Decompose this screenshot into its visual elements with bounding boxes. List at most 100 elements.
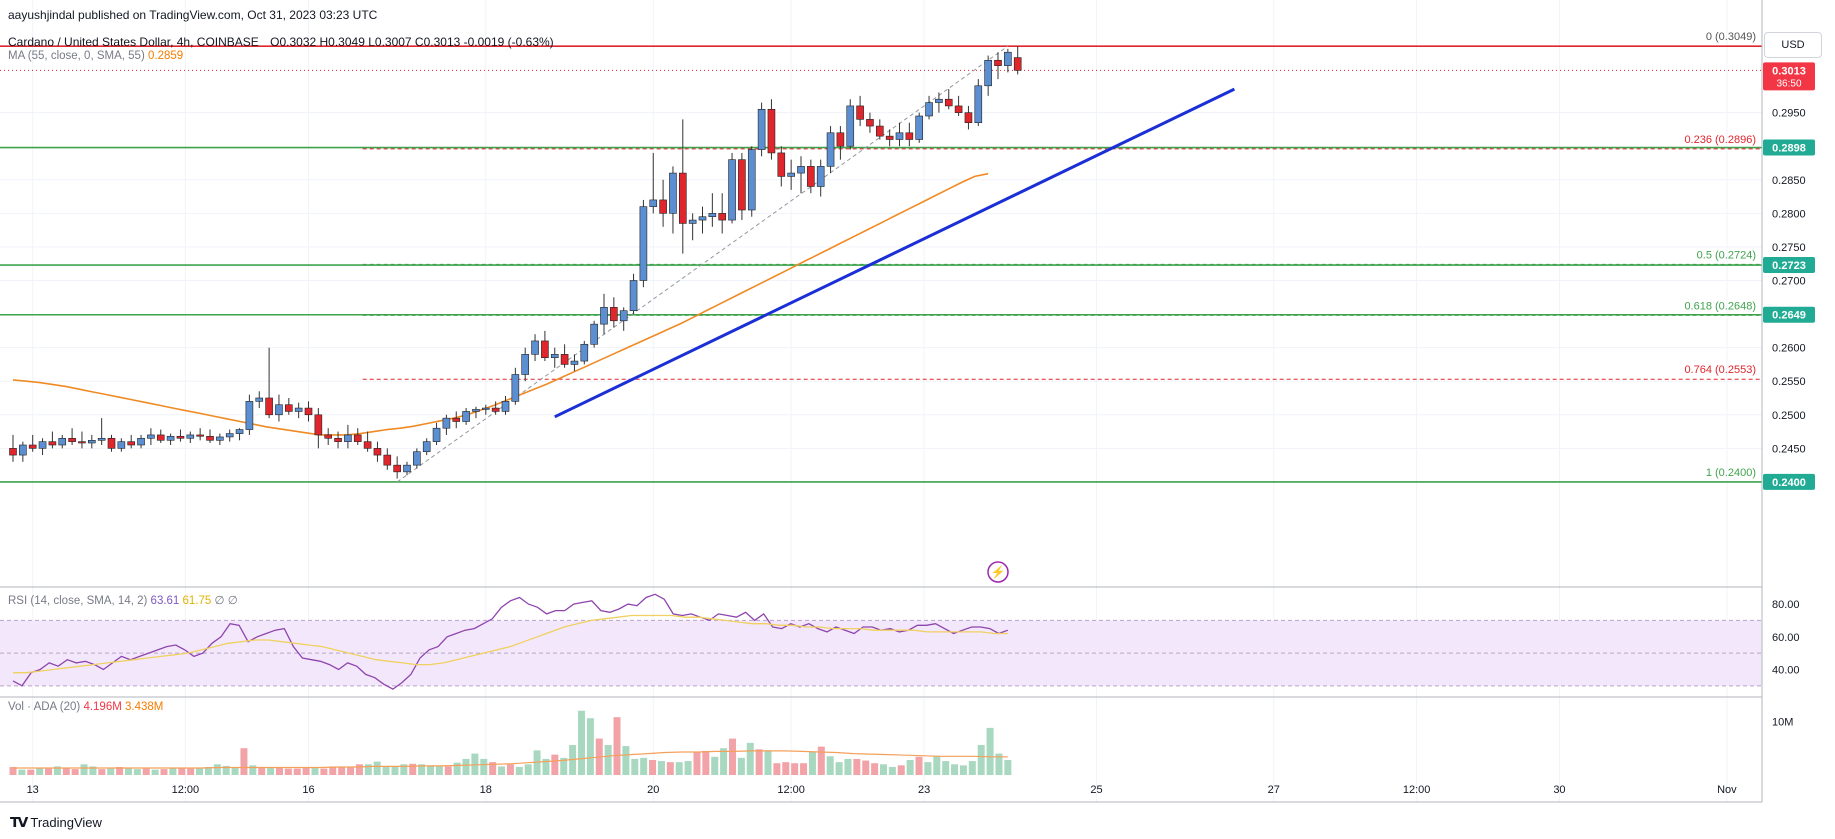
price-tick-label: 0.2800 bbox=[1772, 208, 1806, 220]
candle-body bbox=[747, 149, 756, 211]
candle-body bbox=[629, 280, 638, 312]
volume-bar bbox=[666, 762, 674, 775]
candle-body bbox=[964, 112, 973, 124]
volume-ma-line bbox=[13, 750, 1008, 769]
volume-bar bbox=[853, 758, 861, 775]
time-tick-label: 18 bbox=[480, 784, 492, 796]
volume-bar bbox=[1004, 760, 1012, 775]
volume-bar bbox=[36, 768, 44, 775]
volume-bar bbox=[986, 727, 994, 775]
volume-bar bbox=[728, 738, 736, 775]
volume-label: Vol · ADA (20) bbox=[8, 701, 81, 713]
candle-body bbox=[728, 159, 736, 221]
fib-level-label: 0.764 (0.2553) bbox=[1684, 364, 1756, 376]
candle-body bbox=[491, 407, 500, 412]
volume-bar bbox=[613, 717, 621, 775]
symbol-title[interactable]: Cardano / United States Dollar, 4h, COIN… bbox=[8, 35, 259, 49]
ma-legend[interactable]: MA (55, close, 0, SMA, 55) 0.2859 bbox=[8, 50, 183, 62]
fib-level-label: 0.5 (0.2724) bbox=[1697, 249, 1756, 261]
volume-bar bbox=[942, 761, 950, 775]
tradingview-logo[interactable]: 𝗧𝗩 TradingView bbox=[10, 814, 102, 831]
candle-body bbox=[698, 216, 707, 221]
rsi-ma-line bbox=[13, 614, 1008, 674]
candle-body bbox=[235, 429, 244, 434]
volume-bar bbox=[169, 768, 177, 775]
volume-bar bbox=[444, 766, 452, 775]
volume-bar bbox=[773, 763, 781, 775]
symbol-info: Cardano / United States Dollar, 4h, COIN… bbox=[8, 35, 554, 49]
candle-body bbox=[472, 409, 480, 412]
candle-body bbox=[875, 125, 884, 137]
candle-body bbox=[885, 135, 894, 140]
candle-body bbox=[334, 437, 342, 442]
candle-body bbox=[688, 219, 697, 224]
volume-bar bbox=[489, 762, 497, 775]
candle-body bbox=[403, 464, 411, 473]
volume-bar bbox=[577, 710, 585, 775]
candle-body bbox=[275, 404, 283, 416]
volume-bar bbox=[498, 766, 506, 775]
time-tick-label: 13 bbox=[27, 784, 39, 796]
candle-body bbox=[147, 434, 155, 439]
volume-bar bbox=[116, 766, 124, 775]
candle-body bbox=[718, 213, 727, 221]
price-badge bbox=[1763, 139, 1815, 156]
volume-bar bbox=[302, 767, 310, 775]
candle-body bbox=[708, 213, 717, 218]
candle-body bbox=[196, 434, 204, 437]
time-tick-label: 12:00 bbox=[1403, 784, 1431, 796]
candle-body bbox=[501, 401, 510, 412]
candle-body bbox=[570, 360, 579, 365]
volume-bar bbox=[506, 764, 514, 775]
candle-body bbox=[156, 434, 165, 441]
volume-legend[interactable]: Vol · ADA (20) 4.196M 3.438M bbox=[8, 701, 163, 713]
price-badge bbox=[1763, 62, 1815, 91]
rsi-pane bbox=[12, 593, 1009, 690]
volume-bar bbox=[959, 765, 967, 775]
brand-name: TradingView bbox=[30, 815, 102, 830]
rsi-legend[interactable]: RSI (14, close, SMA, 14, 2) 63.61 61.75 … bbox=[8, 593, 238, 607]
candle-body bbox=[393, 464, 401, 473]
volume-tick-label: 10M bbox=[1772, 716, 1793, 728]
ohlc-values: O0.3032 H0.3049 L0.3007 C0.3013 -0.0019 … bbox=[270, 35, 554, 49]
candle-body bbox=[511, 374, 520, 402]
currency-button[interactable]: USD bbox=[1764, 32, 1822, 58]
candle-body bbox=[550, 354, 559, 359]
candle-body bbox=[846, 105, 855, 147]
price-tick-label: 0.2550 bbox=[1772, 376, 1806, 388]
candle-body bbox=[432, 427, 441, 442]
candle-body bbox=[462, 411, 470, 422]
candle-body bbox=[757, 108, 766, 150]
volume-bar bbox=[222, 765, 230, 775]
time-tick-label: 30 bbox=[1553, 784, 1565, 796]
volume-bar bbox=[480, 758, 488, 775]
candle-body bbox=[284, 404, 293, 412]
volume-bar bbox=[418, 764, 426, 775]
chart-grid bbox=[0, 0, 1762, 802]
volume-bar bbox=[133, 769, 141, 775]
price-tick-label: 0.2700 bbox=[1772, 276, 1806, 288]
price-badge bbox=[1763, 257, 1815, 274]
volume-bar bbox=[817, 746, 825, 775]
candle-body bbox=[984, 59, 992, 87]
volume-bar bbox=[551, 754, 559, 775]
volume-bar bbox=[888, 766, 896, 775]
volume-bar bbox=[391, 766, 399, 775]
rsi-tick-label: 40.00 bbox=[1772, 664, 1800, 676]
price-tick-label: 0.2450 bbox=[1772, 443, 1806, 455]
volume-bar bbox=[995, 753, 1003, 775]
volume-bar bbox=[435, 765, 443, 775]
volume-bar bbox=[355, 764, 363, 775]
candle-body bbox=[78, 441, 86, 444]
volume-bar bbox=[720, 748, 728, 775]
fib-level-label: 1 (0.2400) bbox=[1706, 467, 1756, 479]
fibonacci-retracement: 0 (0.3049) 0.236 (0.2896) 0.5 (0.2724) 0.61… bbox=[0, 31, 1762, 483]
volume-bar bbox=[977, 745, 985, 775]
candle-body bbox=[866, 119, 874, 127]
volume-bar bbox=[409, 763, 417, 775]
candle-body bbox=[541, 340, 549, 359]
lightning-icon bbox=[987, 561, 1009, 583]
volume-bar bbox=[791, 763, 799, 775]
candle-body bbox=[216, 436, 224, 441]
